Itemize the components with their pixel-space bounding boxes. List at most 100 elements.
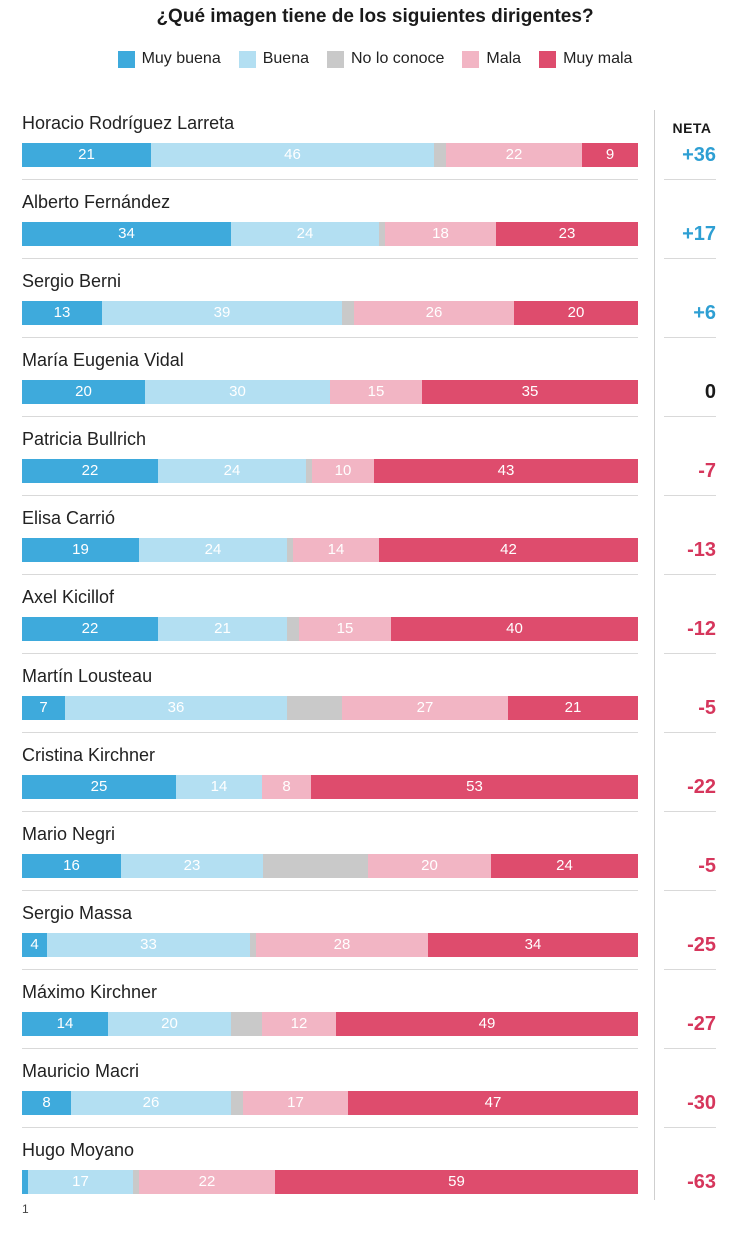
data-label: 14	[327, 541, 345, 558]
bar-segment: 35	[422, 380, 638, 404]
data-label: 53	[466, 778, 483, 795]
chart-row: Hugo Moyano 17 22 59 -63	[0, 1138, 750, 1217]
bar-segment: 26	[71, 1091, 231, 1115]
chart-row: Axel Kicillof 22 21 15 40 -12	[0, 585, 750, 664]
data-label: 26	[142, 1094, 160, 1111]
neta-value: 0	[704, 381, 716, 403]
data-label: 43	[497, 462, 515, 479]
legend-swatch	[539, 50, 557, 68]
data-label: 34	[524, 936, 542, 953]
data-label: 24	[223, 462, 241, 479]
row-name: Horacio Rodríguez Larreta	[22, 113, 235, 133]
neta-value: -5	[698, 697, 716, 719]
bar-segment: 47	[348, 1091, 638, 1115]
bar-segment	[133, 1170, 139, 1194]
stacked-bar: 25 14 8 53	[22, 775, 638, 799]
bar-segment: 39	[102, 301, 342, 325]
chart-title: ¿Qué imagen tiene de los siguientes diri…	[156, 6, 594, 27]
data-label: 20	[161, 1015, 178, 1032]
neta-value: -27	[687, 1013, 716, 1035]
chart-row: Mauricio Macri 8 26 17 47 -30	[0, 1059, 750, 1138]
row-divider	[22, 258, 638, 259]
bar-segment: 24	[231, 222, 379, 246]
data-label: 13	[53, 304, 71, 321]
data-label: 7	[39, 699, 48, 716]
neta-row-divider	[664, 574, 716, 575]
data-label: 20	[567, 304, 585, 321]
neta-divider	[654, 110, 655, 1200]
bar-segment	[231, 1091, 243, 1115]
bar-segment: 59	[275, 1170, 638, 1194]
data-label: 46	[284, 146, 301, 163]
legend-item: Buena	[238, 50, 309, 68]
chart-row: Sergio Massa 4 33 28 34 -25	[0, 901, 750, 980]
bar-segment: 22	[446, 143, 582, 167]
bar-segment	[231, 1012, 262, 1036]
data-label: 19	[72, 541, 89, 558]
chart-row: Sergio Berni 13 39 26 20 +6	[0, 269, 750, 348]
bar-segment	[250, 933, 256, 957]
chart-row: Cristina Kirchner 25 14 8 53 -22	[0, 743, 750, 822]
bar-segment: 43	[374, 459, 638, 483]
footnote: 1	[22, 1202, 29, 1216]
chart-row: Máximo Kirchner 14 20 12 49 -27	[0, 980, 750, 1059]
bar-segment: 16	[22, 854, 121, 878]
data-label: 12	[290, 1015, 308, 1032]
data-label: 24	[556, 857, 573, 874]
legend-item: Muy mala	[539, 50, 632, 68]
data-label: 21	[564, 699, 582, 716]
row-name: María Eugenia Vidal	[22, 350, 184, 370]
data-label: 4	[30, 936, 39, 953]
row-name: Sergio Massa	[22, 903, 133, 923]
bar-segment: 34	[428, 933, 638, 957]
bar-segment: 46	[151, 143, 434, 167]
legend-item: Muy buena	[117, 50, 221, 68]
bar-segment: 19	[22, 538, 139, 562]
data-label: 23	[558, 225, 576, 242]
row-divider	[22, 1048, 638, 1049]
bar-segment: 21	[22, 143, 151, 167]
row-name: Mauricio Macri	[22, 1061, 140, 1081]
legend-label: Buena	[262, 50, 309, 67]
data-label: 22	[198, 1173, 216, 1190]
row-name: Patricia Bullrich	[22, 429, 147, 449]
neta-row-divider	[664, 495, 716, 496]
row-name: Elisa Carrió	[22, 508, 116, 528]
data-label: 10	[334, 462, 352, 479]
data-label: 17	[287, 1094, 304, 1111]
data-label: 35	[521, 383, 539, 400]
data-label: 8	[42, 1094, 51, 1111]
data-label: 47	[484, 1094, 502, 1111]
bar-segment: 8	[262, 775, 311, 799]
row-name: Sergio Berni	[22, 271, 122, 291]
data-label: 24	[296, 225, 314, 242]
bar-segment	[306, 459, 312, 483]
row-name: Axel Kicillof	[22, 587, 115, 607]
row-divider	[22, 337, 638, 338]
bar-segment: 24	[158, 459, 306, 483]
data-label: 22	[81, 462, 99, 479]
data-label: 20	[421, 857, 438, 874]
row-divider	[22, 495, 638, 496]
neta-value: -30	[687, 1092, 716, 1114]
stacked-bar: 13 39 26 20	[22, 301, 638, 325]
bar-segment: 40	[391, 617, 638, 641]
bar-segment: 24	[491, 854, 638, 878]
bar-segment: 25	[22, 775, 176, 799]
legend-label: No lo conoce	[351, 50, 445, 67]
neta-row-divider	[664, 1048, 716, 1049]
bar-segment: 30	[145, 380, 330, 404]
neta-row-divider	[664, 337, 716, 338]
bar-segment: 24	[139, 538, 287, 562]
bar-segment: 22	[22, 617, 158, 641]
bar-segment: 28	[256, 933, 428, 957]
bar-segment: 13	[22, 301, 102, 325]
row-divider	[22, 890, 638, 891]
data-label: 16	[63, 857, 80, 874]
bar-segment	[22, 1170, 28, 1194]
neta-value: +36	[682, 144, 716, 166]
bar-segment: 14	[293, 538, 379, 562]
row-divider	[22, 732, 638, 733]
neta-value: -7	[698, 460, 716, 482]
row-divider	[22, 811, 638, 812]
